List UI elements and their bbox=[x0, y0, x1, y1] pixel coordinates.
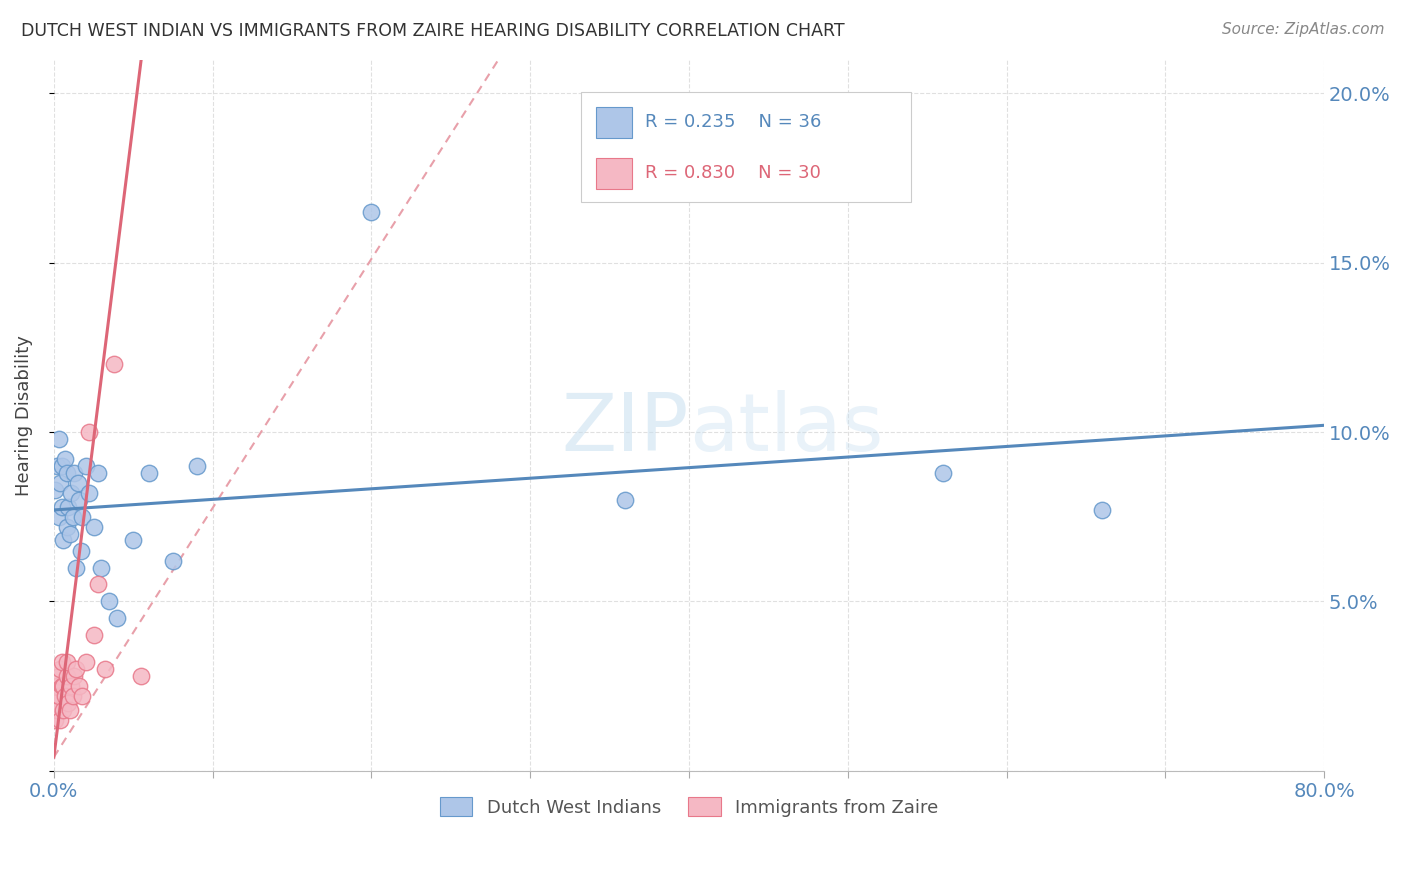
Point bbox=[63, 669, 86, 683]
Point bbox=[59, 526, 82, 541]
Point bbox=[60, 486, 83, 500]
Point bbox=[77, 486, 100, 500]
Point bbox=[48, 689, 70, 703]
FancyBboxPatch shape bbox=[596, 106, 631, 138]
Text: atlas: atlas bbox=[689, 391, 883, 468]
Point bbox=[60, 679, 83, 693]
Point bbox=[55, 520, 77, 534]
Point bbox=[55, 466, 77, 480]
Point bbox=[66, 475, 89, 490]
Point bbox=[72, 509, 94, 524]
Point bbox=[67, 679, 90, 693]
Y-axis label: Hearing Disability: Hearing Disability bbox=[15, 334, 32, 496]
Point bbox=[69, 543, 91, 558]
Text: DUTCH WEST INDIAN VS IMMIGRANTS FROM ZAIRE HEARING DISABILITY CORRELATION CHART: DUTCH WEST INDIAN VS IMMIGRANTS FROM ZAI… bbox=[21, 22, 845, 40]
Point bbox=[52, 533, 75, 548]
Text: R = 0.235    N = 36: R = 0.235 N = 36 bbox=[644, 113, 821, 131]
Point bbox=[90, 560, 112, 574]
Point bbox=[48, 669, 70, 683]
Point bbox=[83, 520, 105, 534]
Point bbox=[103, 357, 125, 371]
Point bbox=[186, 458, 208, 473]
Text: R = 0.830    N = 30: R = 0.830 N = 30 bbox=[644, 164, 820, 182]
Point bbox=[55, 656, 77, 670]
Point bbox=[75, 458, 97, 473]
Point bbox=[56, 696, 79, 710]
Point bbox=[53, 689, 76, 703]
Point bbox=[49, 475, 72, 490]
Point bbox=[87, 466, 110, 480]
Point bbox=[51, 679, 73, 693]
Point bbox=[83, 628, 105, 642]
Point bbox=[62, 689, 84, 703]
Text: ZIP: ZIP bbox=[561, 391, 689, 468]
Point bbox=[49, 713, 72, 727]
Point bbox=[75, 656, 97, 670]
Point bbox=[98, 594, 121, 608]
Point bbox=[105, 611, 128, 625]
Point bbox=[44, 713, 66, 727]
Point bbox=[59, 703, 82, 717]
Legend: Dutch West Indians, Immigrants from Zaire: Dutch West Indians, Immigrants from Zair… bbox=[430, 789, 948, 826]
Point bbox=[44, 696, 66, 710]
Point bbox=[93, 662, 115, 676]
Point bbox=[55, 669, 77, 683]
Point bbox=[51, 458, 73, 473]
Point bbox=[56, 500, 79, 514]
Point bbox=[63, 466, 86, 480]
Point bbox=[51, 500, 73, 514]
Point bbox=[62, 509, 84, 524]
Point bbox=[49, 662, 72, 676]
FancyBboxPatch shape bbox=[596, 158, 631, 189]
Point bbox=[46, 458, 69, 473]
Point bbox=[87, 577, 110, 591]
Point bbox=[51, 656, 73, 670]
Point bbox=[52, 703, 75, 717]
Point bbox=[129, 669, 152, 683]
Point bbox=[48, 432, 70, 446]
Point bbox=[72, 689, 94, 703]
Point bbox=[48, 509, 70, 524]
Point bbox=[44, 483, 66, 497]
Point bbox=[46, 679, 69, 693]
Point bbox=[932, 466, 955, 480]
Point bbox=[65, 560, 87, 574]
Point bbox=[77, 425, 100, 439]
Point bbox=[360, 205, 382, 219]
Point bbox=[138, 466, 160, 480]
FancyBboxPatch shape bbox=[581, 92, 911, 202]
Point bbox=[67, 492, 90, 507]
Point bbox=[162, 554, 184, 568]
Point bbox=[53, 452, 76, 467]
Point bbox=[122, 533, 145, 548]
Point bbox=[65, 662, 87, 676]
Point bbox=[46, 703, 69, 717]
Point bbox=[52, 679, 75, 693]
Point bbox=[614, 492, 637, 507]
Point bbox=[1091, 503, 1114, 517]
Text: Source: ZipAtlas.com: Source: ZipAtlas.com bbox=[1222, 22, 1385, 37]
